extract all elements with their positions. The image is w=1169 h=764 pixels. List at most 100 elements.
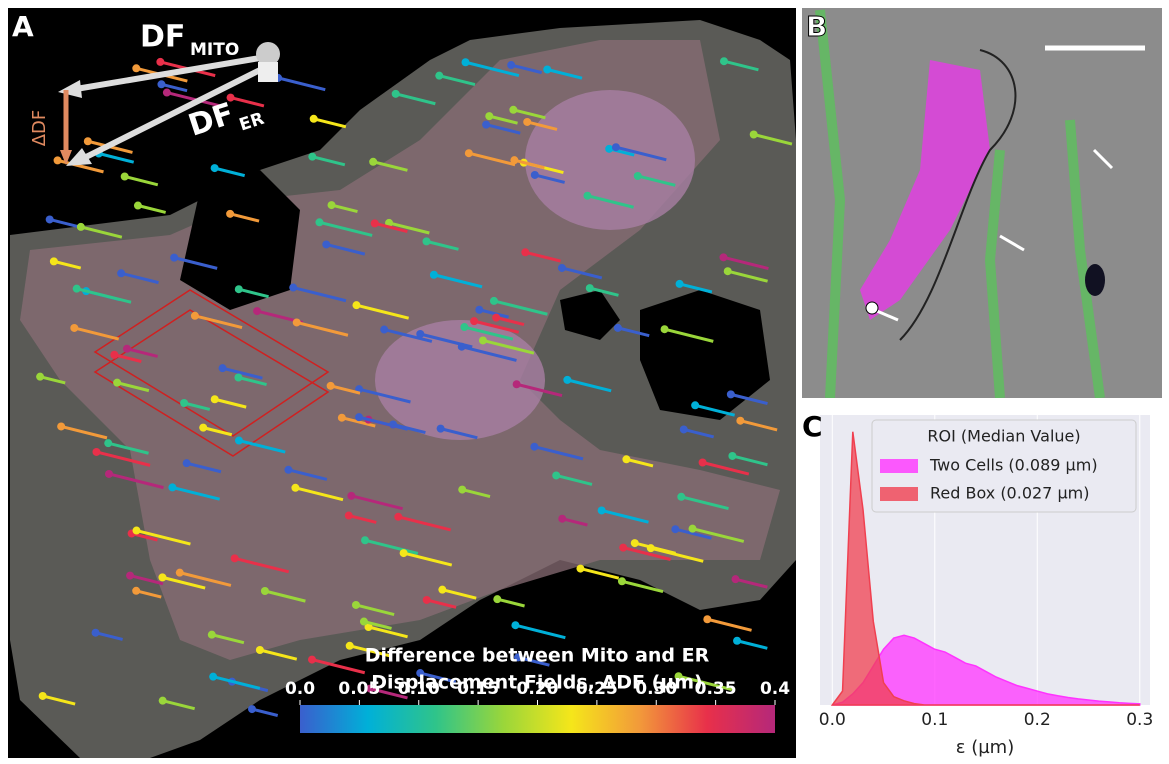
arrow <box>212 675 261 690</box>
arrow <box>461 488 491 499</box>
sphere <box>315 218 324 227</box>
arrow <box>730 392 768 406</box>
sphere <box>45 215 54 224</box>
arrow <box>358 387 411 404</box>
sphere <box>122 344 131 353</box>
sphere <box>436 424 445 433</box>
arrow <box>546 68 583 80</box>
legend-swatch <box>880 487 918 501</box>
sphere <box>394 512 403 521</box>
sphere <box>464 149 473 158</box>
cube <box>258 62 278 82</box>
arrow <box>126 347 158 358</box>
sphere <box>175 568 184 577</box>
sphere <box>530 442 539 451</box>
sphere <box>399 549 408 558</box>
sphere <box>585 284 594 293</box>
arrow <box>313 117 347 129</box>
sphere <box>38 691 47 700</box>
arrow <box>580 567 620 580</box>
hole <box>640 290 770 420</box>
arrow <box>363 620 392 630</box>
arrow <box>120 271 159 285</box>
sphere <box>691 401 700 410</box>
sphere <box>674 672 683 681</box>
arrow <box>514 158 545 170</box>
density-area <box>830 431 1140 706</box>
x-tick-label: 0.1 <box>921 710 948 730</box>
arrow <box>341 416 376 428</box>
arrow <box>230 96 265 108</box>
arrow <box>702 461 750 476</box>
arrow <box>723 255 769 271</box>
arrow <box>566 378 612 393</box>
arrow <box>464 325 514 341</box>
arrow <box>369 687 408 700</box>
sphere <box>309 114 318 123</box>
sphere <box>633 171 642 180</box>
sphere <box>671 525 680 534</box>
colorbar-tick-label: 0.15 <box>457 679 499 699</box>
sphere <box>156 57 165 66</box>
sphere <box>308 152 317 161</box>
arrow <box>587 194 634 209</box>
colorbar-tick-label: 0.0 <box>285 679 315 699</box>
arrow <box>438 74 476 87</box>
sphere <box>507 61 516 70</box>
arrow <box>292 286 347 303</box>
colorbar <box>300 705 775 733</box>
arrow <box>495 316 525 327</box>
sphere <box>133 201 142 210</box>
sphere <box>719 57 728 66</box>
arrow <box>39 375 66 385</box>
arrow <box>161 82 188 93</box>
sphere <box>113 378 122 387</box>
arrow <box>727 269 768 283</box>
arrow <box>372 160 408 172</box>
sphere <box>255 645 264 654</box>
sphere <box>438 585 447 594</box>
sphere <box>308 655 316 664</box>
sphere <box>49 257 58 266</box>
sphere <box>289 283 298 292</box>
arrow <box>419 671 457 684</box>
arrow <box>1092 148 1114 170</box>
arrow <box>368 625 408 639</box>
arrow <box>517 655 550 667</box>
arrow <box>478 308 509 319</box>
sphere <box>493 595 502 604</box>
sphere <box>326 381 335 390</box>
sphere <box>552 471 561 480</box>
arrow <box>561 517 588 527</box>
sphere <box>70 323 79 332</box>
arrow <box>433 273 483 289</box>
label: A <box>12 10 34 43</box>
arrow <box>95 631 123 641</box>
colorbar-tick-label: 0.20 <box>517 679 559 699</box>
colorbar-tick-label: 0.4 <box>760 679 790 699</box>
arrow <box>288 468 328 481</box>
legend-label: Red Box (0.027 µm) <box>930 484 1089 503</box>
arrow <box>238 439 286 454</box>
sphere <box>557 263 566 272</box>
sphere <box>248 705 257 714</box>
sphere <box>460 323 469 332</box>
arrow <box>173 256 218 270</box>
nucleus <box>375 320 545 440</box>
sphere <box>347 491 356 500</box>
sphere <box>105 469 114 478</box>
arrow <box>124 175 159 187</box>
sphere <box>429 270 438 279</box>
arrow <box>512 108 546 120</box>
sphere <box>660 325 669 334</box>
sphere <box>91 628 100 637</box>
dark-spot <box>1085 264 1105 296</box>
sphere <box>110 350 119 359</box>
sphere <box>613 323 622 332</box>
colorbar-title: Difference between Mito and ER <box>365 645 710 667</box>
sphere <box>485 112 494 121</box>
mito-signal <box>860 60 990 320</box>
sphere <box>210 164 219 173</box>
sphere <box>57 422 66 431</box>
x-tick-label: 0.0 <box>819 710 846 730</box>
